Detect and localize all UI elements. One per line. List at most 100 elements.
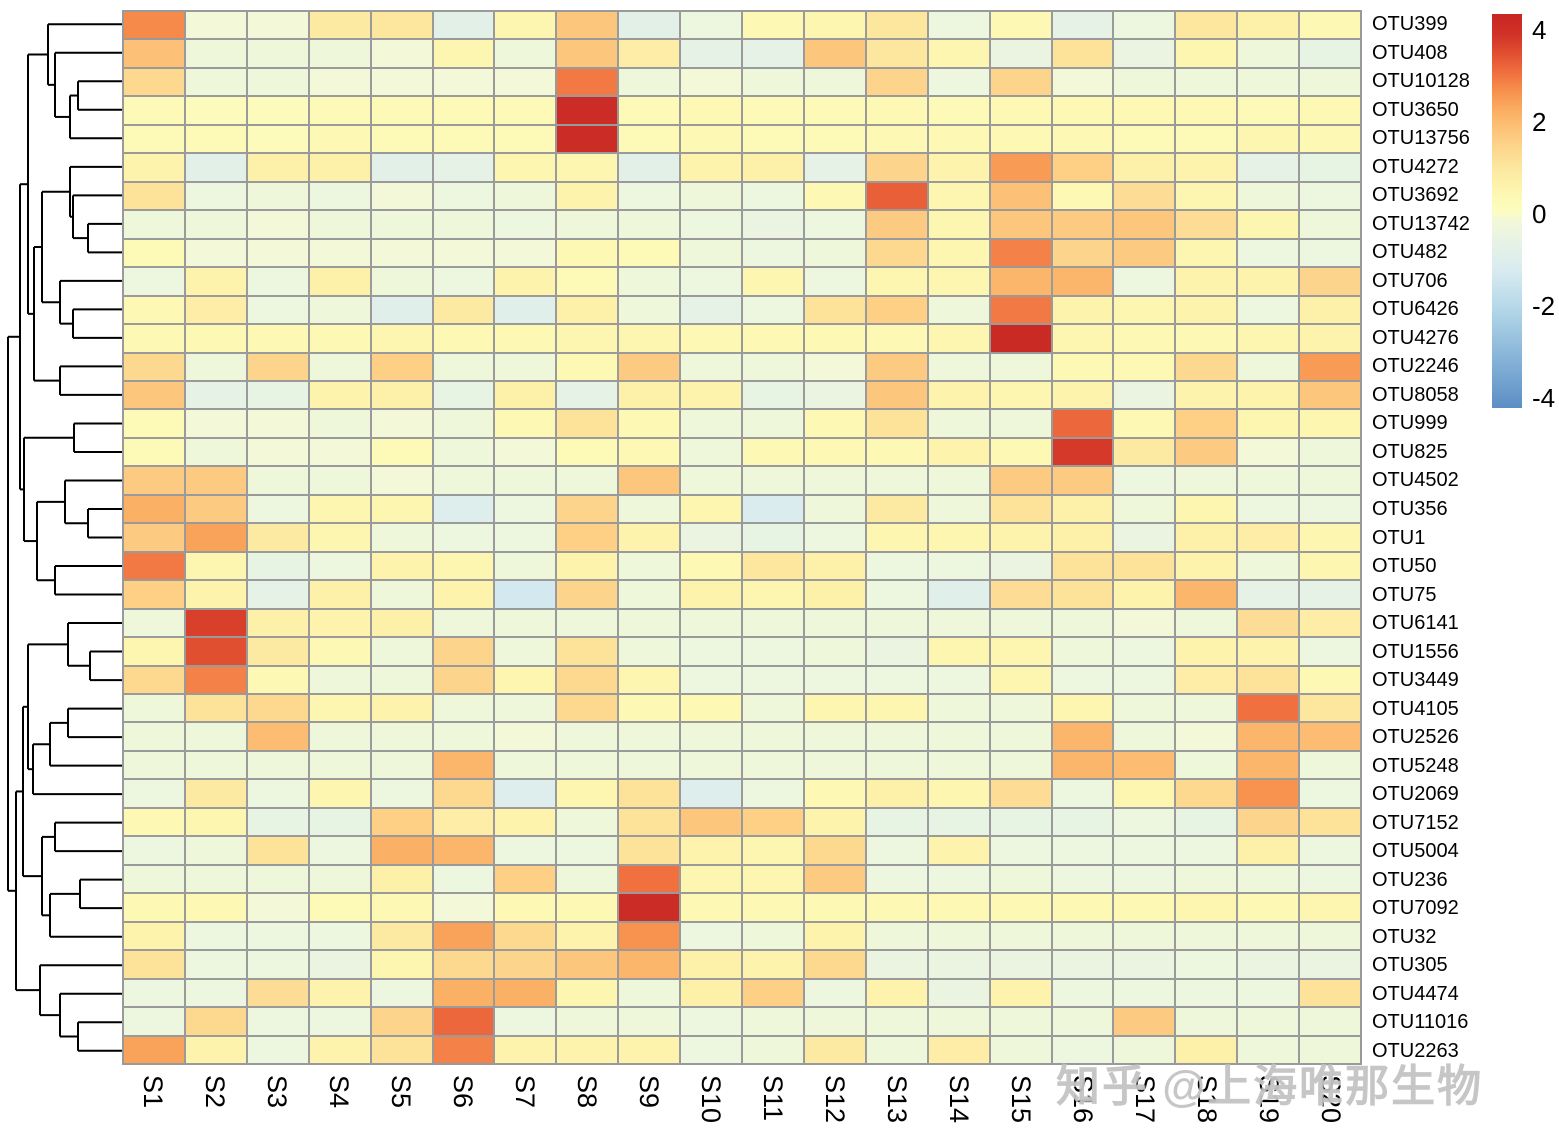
heatmap-cell: [619, 268, 680, 295]
heatmap-cell: [928, 837, 989, 864]
col-label: S10: [696, 1075, 726, 1124]
heatmap-cell: [743, 1036, 803, 1063]
heatmap-cell: [247, 751, 308, 779]
heatmap-cell: [804, 695, 865, 722]
heatmap-cell: [433, 695, 494, 722]
heatmap-cell: [990, 723, 1051, 750]
heatmap-cell: [495, 495, 556, 523]
heatmap-cell: [743, 837, 803, 864]
col-label: S7: [510, 1075, 540, 1109]
heatmap-cell: [247, 524, 308, 551]
heatmap-cell: [866, 154, 927, 181]
heatmap-cell: [1238, 552, 1299, 580]
heatmap-cell: [928, 40, 989, 67]
heatmap-cell: [990, 495, 1051, 523]
heatmap-cell: [557, 638, 618, 665]
heatmap-cell: [1176, 154, 1237, 181]
heatmap-cell: [928, 808, 989, 836]
heatmap-cell: [247, 12, 308, 39]
heatmap-cell: [804, 808, 865, 836]
heatmap-cell: [1052, 182, 1113, 210]
heatmap-cell: [1300, 239, 1360, 267]
row-label: OTU6426: [1372, 298, 1459, 321]
heatmap-cell: [309, 695, 370, 722]
row-label: OTU7092: [1372, 897, 1459, 920]
heatmap-cell: [1300, 1036, 1360, 1063]
heatmap-cell: [928, 353, 989, 380]
heatmap-cell: [804, 325, 865, 352]
heatmap-cell: [1176, 922, 1237, 950]
heatmap-cell: [1176, 268, 1237, 295]
row-label: OTU482: [1372, 241, 1448, 264]
heatmap-cell: [495, 609, 556, 637]
heatmap-cell: [804, 581, 865, 608]
heatmap-cell: [681, 495, 741, 523]
heatmap-cell: [866, 865, 927, 893]
heatmap-cell: [928, 638, 989, 665]
heatmap-cell: [557, 97, 618, 124]
heatmap-cell: [247, 410, 308, 437]
heatmap-cell: [1238, 1036, 1299, 1063]
heatmap-cell: [990, 922, 1051, 950]
heatmap-cell: [371, 182, 432, 210]
heatmap-cell: [1300, 154, 1360, 181]
heatmap-cell: [185, 723, 246, 750]
heatmap-cell: [557, 951, 618, 978]
heatmap-cell: [1052, 467, 1113, 494]
heatmap-cell: [1300, 865, 1360, 893]
heatmap-cell: [1300, 410, 1360, 437]
row-label: OTU4474: [1372, 982, 1459, 1005]
heatmap-cell: [185, 353, 246, 380]
heatmap-cell: [743, 68, 803, 96]
heatmap-cell: [1114, 723, 1175, 750]
heatmap-cell: [433, 381, 494, 409]
heatmap-cell: [743, 495, 803, 523]
heatmap-cell: [928, 865, 989, 893]
heatmap-cell: [1114, 666, 1175, 694]
heatmap-cell: [743, 751, 803, 779]
heatmap-cell: [371, 154, 432, 181]
heatmap-cell: [1114, 495, 1175, 523]
heatmap-cell: [1176, 638, 1237, 665]
heatmap-cell: [990, 410, 1051, 437]
heatmap-cell: [1114, 154, 1175, 181]
heatmap-cell: [495, 268, 556, 295]
heatmap-cell: [433, 581, 494, 608]
heatmap-cell: [557, 581, 618, 608]
heatmap-cell: [1176, 381, 1237, 409]
col-label: S11: [758, 1075, 788, 1122]
heatmap-cell: [495, 12, 556, 39]
heatmap-cell: [557, 922, 618, 950]
heatmap-cell: [185, 808, 246, 836]
heatmap-cell: [124, 780, 184, 807]
heatmap-cell: [743, 268, 803, 295]
heatmap-cell: [247, 808, 308, 836]
heatmap-cell: [247, 325, 308, 352]
heatmap-cell: [309, 438, 370, 466]
heatmap-cell: [619, 325, 680, 352]
heatmap-cell: [247, 211, 308, 238]
heatmap-cell: [124, 125, 184, 153]
heatmap-cell: [928, 182, 989, 210]
heatmap-cell: [495, 979, 556, 1007]
heatmap-cell: [928, 780, 989, 807]
heatmap-cell: [309, 666, 370, 694]
heatmap-cell: [124, 524, 184, 551]
heatmap-cell: [247, 609, 308, 637]
heatmap-cell: [433, 865, 494, 893]
heatmap-cell: [247, 125, 308, 153]
heatmap-cell: [1114, 410, 1175, 437]
heatmap-cell: [681, 808, 741, 836]
heatmap-cell: [743, 97, 803, 124]
row-label: OTU2069: [1372, 783, 1459, 806]
heatmap-cell: [619, 524, 680, 551]
heatmap-cell: [743, 894, 803, 921]
row-label: OTU3692: [1372, 184, 1459, 207]
heatmap-cell: [1176, 68, 1237, 96]
heatmap-cell: [309, 552, 370, 580]
col-label: S6: [448, 1075, 478, 1109]
heatmap-cell: [804, 780, 865, 807]
heatmap-cell: [495, 325, 556, 352]
heatmap-cell: [743, 581, 803, 608]
heatmap-cell: [247, 581, 308, 608]
